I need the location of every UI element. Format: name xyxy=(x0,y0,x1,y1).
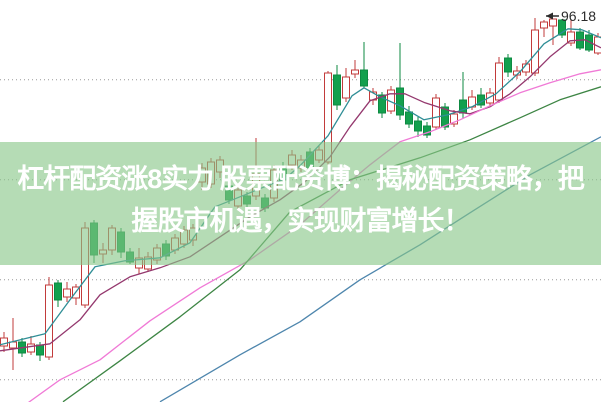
candle-up xyxy=(450,113,458,125)
candle-down xyxy=(54,282,62,301)
candle-down xyxy=(396,87,404,116)
candle-down xyxy=(423,125,431,136)
candle-up xyxy=(549,18,557,27)
headline-overlay-band xyxy=(0,142,601,265)
candle-down xyxy=(333,74,341,106)
candle-down xyxy=(504,57,512,73)
candle-down xyxy=(36,344,44,356)
candle-up xyxy=(45,284,53,358)
candle-up xyxy=(27,343,35,353)
candle-up xyxy=(432,97,440,128)
headline-line-2: 握股市机遇，实现财富增长！ xyxy=(131,206,471,236)
candle-up xyxy=(531,29,539,74)
candle-up xyxy=(567,31,575,44)
candle-up xyxy=(495,62,503,101)
candle-up xyxy=(540,21,548,29)
candle-down xyxy=(414,120,422,132)
candle-up xyxy=(63,288,71,298)
candle-up xyxy=(0,337,8,347)
candle-down xyxy=(405,111,413,125)
candle-down xyxy=(441,106,449,128)
candle-up xyxy=(342,76,350,99)
candle-up xyxy=(351,69,359,75)
ma-mid-purple xyxy=(0,39,601,352)
candle-up xyxy=(9,341,17,349)
candle-down xyxy=(378,94,386,114)
candle-down xyxy=(360,69,368,87)
headline-line-1: 杠杆配资涨8实力 股票配资博：揭秘配资策略，把 xyxy=(17,164,585,194)
price-arrow-head xyxy=(546,12,553,20)
candle-down xyxy=(558,19,566,36)
candle-up xyxy=(486,92,494,104)
price-label: 96.18 xyxy=(561,8,596,24)
